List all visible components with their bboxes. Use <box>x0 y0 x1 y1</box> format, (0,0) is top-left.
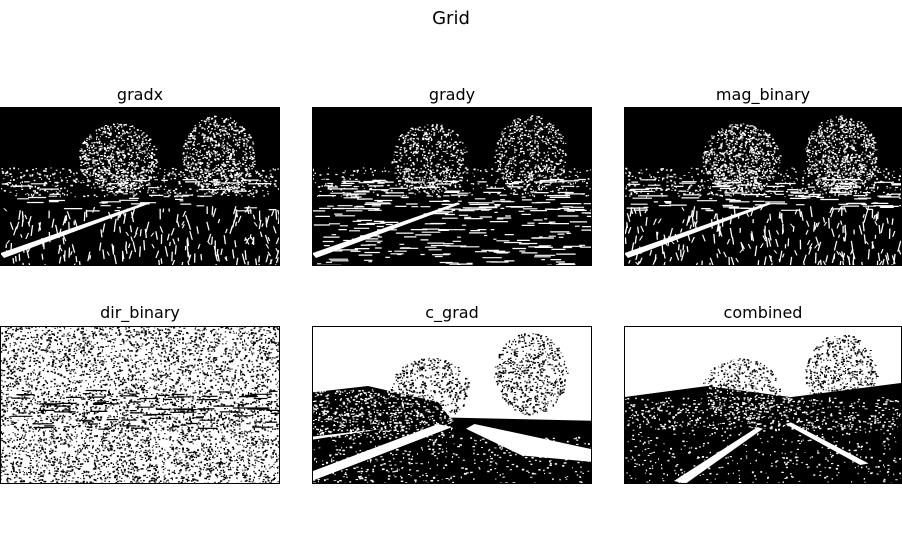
image-mag-binary <box>624 107 902 266</box>
image-grady <box>312 107 592 266</box>
lane-line <box>312 202 461 259</box>
figure-title: Grid <box>432 8 470 29</box>
binary-image-canvas <box>624 326 902 484</box>
lane-band-left <box>312 423 452 481</box>
panel-title-gradx: gradx <box>116 85 164 104</box>
panel-title-mag-binary: mag_binary <box>715 85 811 104</box>
image-combined <box>624 326 902 484</box>
image-gradx <box>0 107 280 266</box>
lane-line <box>0 202 149 259</box>
binary-image-canvas <box>312 107 592 266</box>
binary-image-canvas <box>0 107 280 266</box>
lane-line-right <box>785 422 869 466</box>
image-c-grad <box>312 326 592 484</box>
binary-image-canvas <box>624 107 902 266</box>
panel-title-grady: grady <box>428 85 476 104</box>
lane-band-right <box>466 423 592 462</box>
binary-image-canvas <box>312 326 592 484</box>
lane-line-left <box>674 427 763 484</box>
binary-image-canvas <box>0 326 280 484</box>
lane-line <box>624 202 772 259</box>
image-dir-binary <box>0 326 280 484</box>
panel-title-dir-binary: dir_binary <box>100 303 180 322</box>
panel-title-c-grad: c_grad <box>425 303 479 322</box>
panel-title-combined: combined <box>723 303 803 322</box>
